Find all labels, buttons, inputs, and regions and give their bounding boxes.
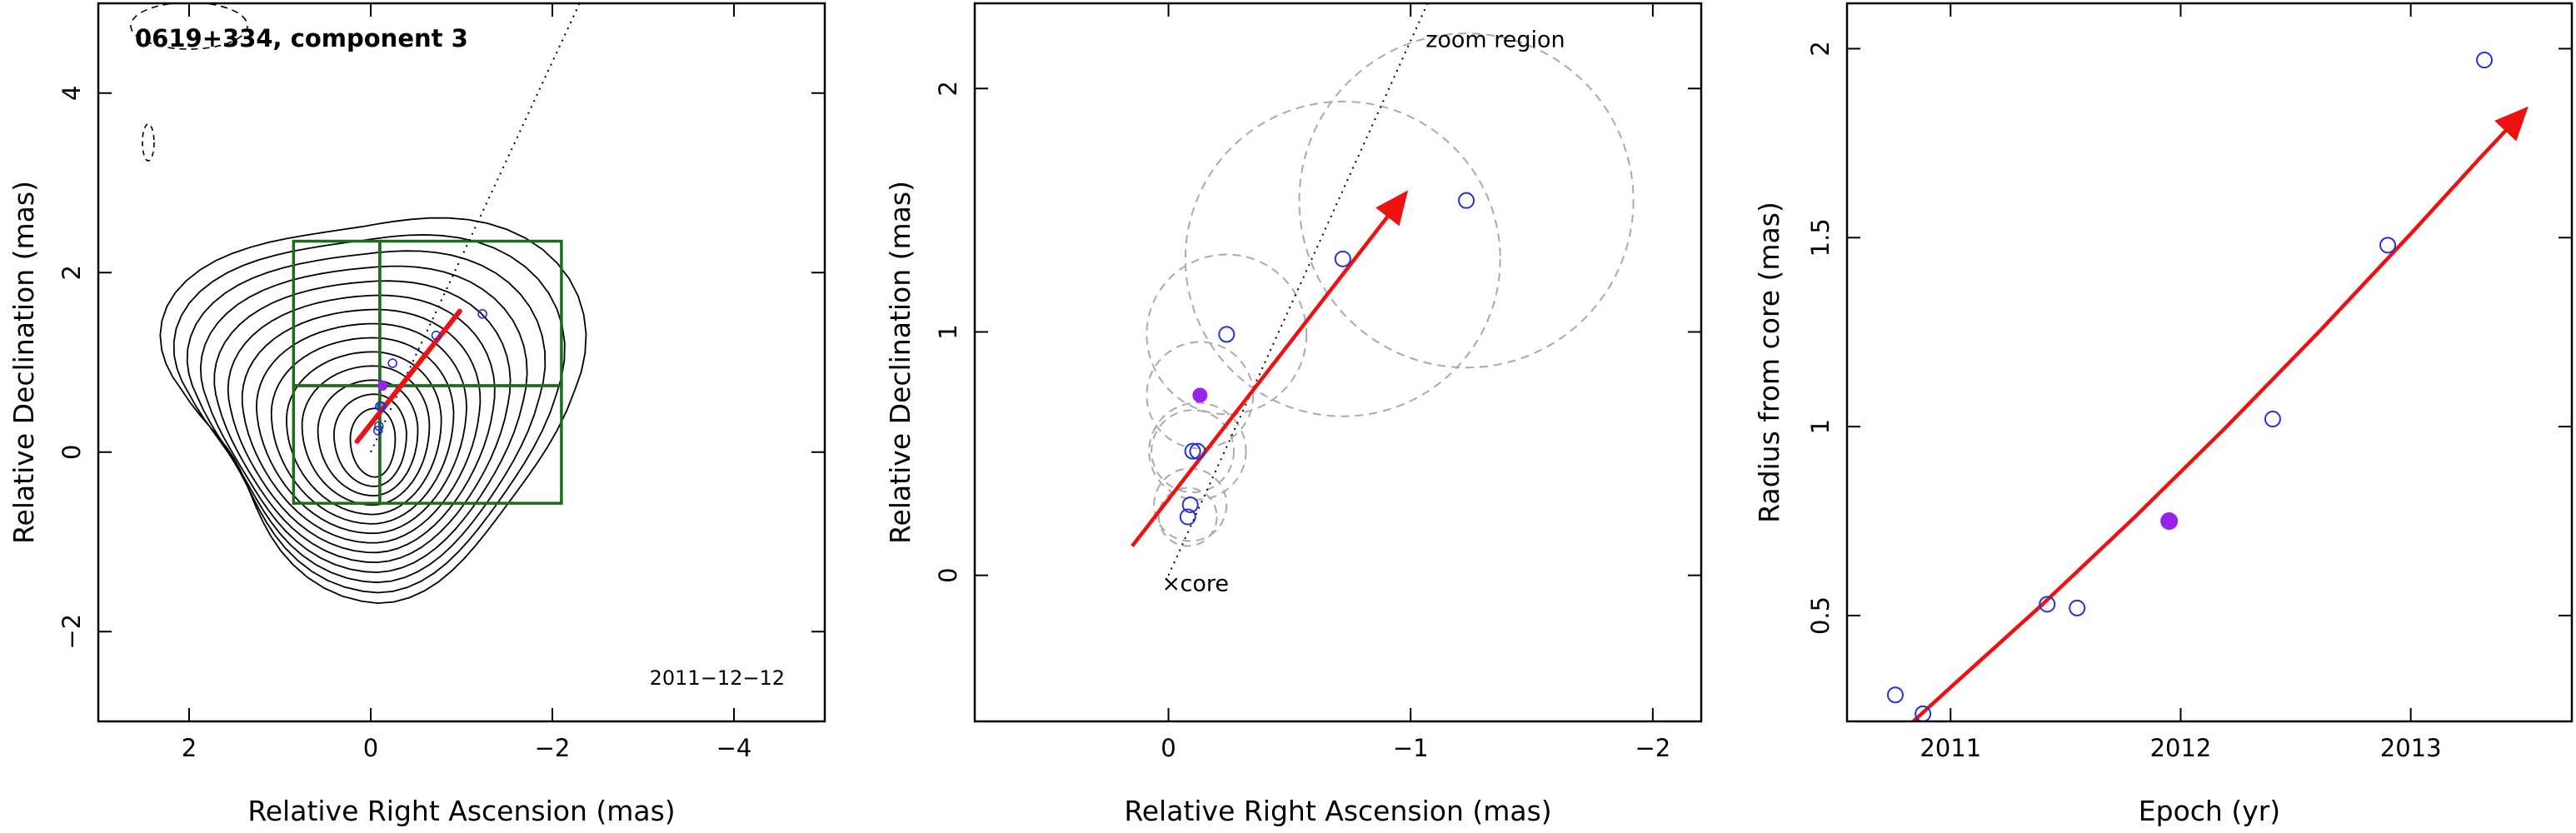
open-point [2379, 237, 2397, 254]
panel2-xlabel: Relative Right Ascension (mas) [1124, 795, 1551, 827]
open-point [1181, 496, 1199, 513]
panel3-ylabel: Radius from core (mas) [1753, 202, 1785, 523]
contour [227, 294, 496, 554]
open-point [2476, 52, 2494, 69]
y-tick-label: 1 [934, 324, 962, 339]
panel2-core-annotation: core [1181, 571, 1229, 596]
panel2-ticks: 0 −1 −2 0 1 2 [934, 3, 1701, 762]
y-tick-label: 2 [57, 265, 86, 280]
uncertainty-circle [1146, 341, 1255, 450]
uncertainty-circle [1184, 100, 1501, 417]
panel1-title: 0619+334, component 3 [135, 24, 468, 52]
panel2: 0 −1 −2 0 1 2 zoom region core × Relative Rig… [884, 2, 1703, 827]
panel2-plot-area [1131, 3, 1635, 576]
zoom-box [378, 384, 563, 505]
panel1-ticks: 2 0 −2 −4 −2 0 2 4 [57, 3, 825, 762]
y-tick-label: 4 [57, 86, 86, 101]
uncertainty-circle [1148, 402, 1247, 501]
negative-contour [142, 123, 155, 162]
uncertainty-circle [1151, 409, 1236, 494]
panel2-core-marker: × [1162, 571, 1181, 596]
panel1-frame [97, 2, 826, 723]
x-tick-label: 2 [182, 734, 197, 762]
open-point [2264, 411, 2281, 428]
panel1-date-label: 2011−12−12 [650, 666, 785, 690]
y-tick-label: 2 [934, 81, 962, 96]
uncertainty-circle [1157, 486, 1218, 547]
x-tick-label: 2013 [2380, 734, 2442, 762]
motion-arrow [1131, 190, 1409, 547]
contour [172, 233, 566, 594]
panel1-xlabel: Relative Right Ascension (mas) [247, 795, 675, 827]
x-tick-label: −2 [1635, 734, 1670, 762]
panel1: 2 0 −2 −4 −2 0 2 4 0619+334, component 3 2011−1… [7, 2, 826, 827]
panel3-ticks: 2011 2012 2013 0.5 1 1.5 2 [1806, 3, 2572, 762]
uncertainty-circle [1298, 32, 1635, 369]
x-tick-label: −1 [1393, 734, 1429, 762]
dotted-line [1167, 3, 1429, 576]
open-point [372, 426, 383, 436]
panel3-xlabel: Epoch (yr) [2139, 795, 2280, 827]
y-tick-label: 0.5 [1806, 596, 1835, 635]
y-tick-label: 1.5 [1806, 218, 1835, 257]
contour [159, 217, 587, 605]
contour [241, 308, 482, 544]
y-tick-label: 2 [1806, 41, 1835, 56]
dotted-line [370, 3, 581, 453]
open-point [374, 421, 384, 431]
open-point [2069, 599, 2086, 616]
y-tick-label: −2 [57, 614, 86, 650]
y-tick-label: 1 [1806, 419, 1835, 434]
contour [213, 280, 512, 564]
panel3-plot-area [1887, 52, 2529, 721]
panel3-frame [1845, 2, 2574, 723]
x-tick-label: −2 [535, 734, 571, 762]
uncertainty-circle [1146, 253, 1308, 416]
contour [349, 407, 397, 478]
panel2-ylabel: Relative Declination (mas) [884, 181, 916, 544]
contour [270, 337, 455, 525]
filled-point [2160, 512, 2179, 531]
contour [255, 322, 467, 535]
contour [301, 365, 431, 506]
panel2-zoom-annotation: zoom region [1425, 27, 1565, 53]
open-point [1179, 508, 1196, 526]
open-point [1184, 442, 1201, 460]
open-point [377, 401, 387, 412]
fit-curve [1910, 106, 2529, 721]
open-point [387, 358, 397, 368]
panel3: 2011 2012 2013 0.5 1 1.5 2 Epoch (yr) Radius f… [1753, 2, 2574, 827]
contour [186, 250, 547, 584]
panel1-ylabel: Relative Declination (mas) [7, 181, 40, 544]
open-point [2039, 596, 2056, 613]
motion-arrow [354, 308, 462, 444]
open-point [1189, 442, 1206, 460]
open-point [431, 330, 442, 341]
open-point [477, 309, 487, 319]
open-point [1458, 192, 1475, 209]
y-tick-label: 0 [57, 445, 86, 460]
panel1-plot-area [130, 3, 587, 605]
x-tick-label: 2012 [2150, 734, 2212, 762]
negative-contour [130, 3, 248, 50]
x-tick-label: 2011 [1920, 734, 1981, 762]
x-tick-label: −4 [716, 734, 752, 762]
panel2-frame [973, 2, 1703, 723]
x-tick-label: 0 [1161, 734, 1176, 762]
contour [199, 265, 528, 574]
x-tick-label: 0 [363, 734, 378, 762]
open-point [1887, 686, 1904, 704]
contour [317, 379, 419, 497]
open-point [1334, 250, 1351, 267]
open-point [1218, 326, 1236, 343]
y-tick-label: 0 [934, 567, 962, 582]
filled-point [1192, 387, 1208, 403]
filled-point [377, 381, 388, 392]
